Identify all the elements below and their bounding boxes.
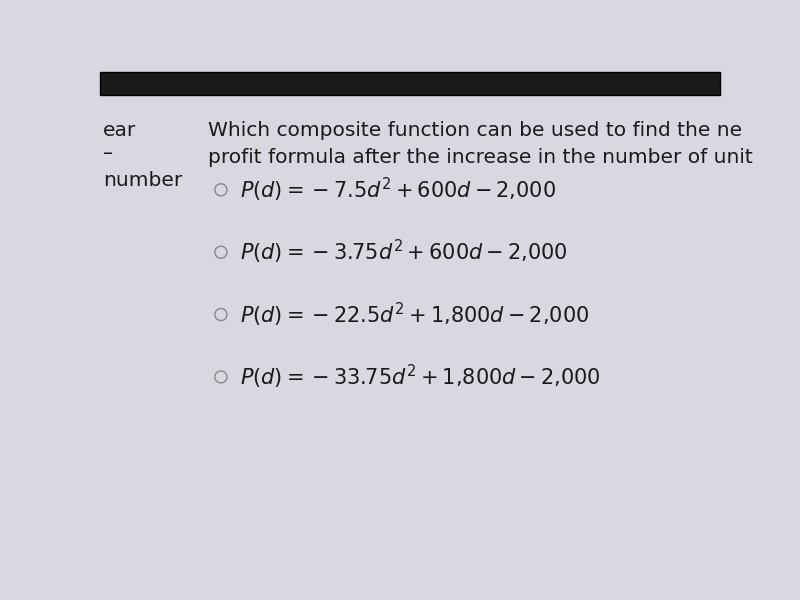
Text: –: – — [103, 143, 114, 163]
Text: $\mathit{P}(\mathit{d}) = -3.75\mathit{d}^{2} + 600\mathit{d} - 2{,}000$: $\mathit{P}(\mathit{d}) = -3.75\mathit{d… — [239, 238, 567, 266]
Text: Which composite function can be used to find the ne: Which composite function can be used to … — [209, 121, 742, 140]
Ellipse shape — [215, 184, 227, 196]
FancyBboxPatch shape — [100, 72, 720, 95]
Text: ear: ear — [103, 121, 136, 140]
Text: number: number — [103, 172, 182, 190]
Ellipse shape — [215, 371, 227, 383]
Text: $\mathit{P}(\mathit{d}) = -7.5\mathit{d}^{2} + 600\mathit{d} - 2{,}000$: $\mathit{P}(\mathit{d}) = -7.5\mathit{d}… — [239, 176, 555, 204]
Text: profit formula after the increase in the number of unit: profit formula after the increase in the… — [209, 148, 754, 167]
Ellipse shape — [215, 246, 227, 258]
Text: $\mathit{P}(\mathit{d}) = -33.75\mathit{d}^{2} + 1{,}800\mathit{d} - 2{,}000$: $\mathit{P}(\mathit{d}) = -33.75\mathit{… — [239, 363, 600, 391]
Ellipse shape — [215, 308, 227, 320]
Text: $\mathit{P}(\mathit{d}) = -22.5\mathit{d}^{2} + 1{,}800\mathit{d} - 2{,}000$: $\mathit{P}(\mathit{d}) = -22.5\mathit{d… — [239, 301, 589, 329]
